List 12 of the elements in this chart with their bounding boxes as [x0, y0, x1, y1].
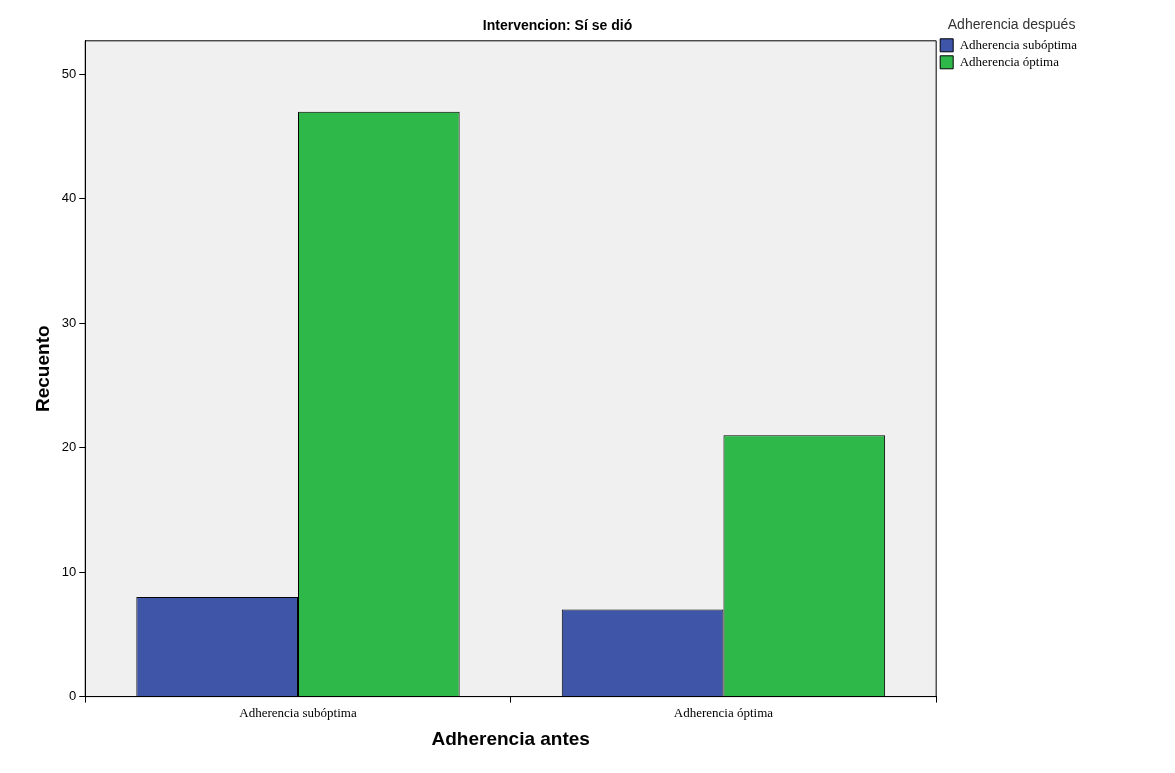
- y-tick-label: 20: [61, 439, 77, 455]
- legend-label: Adherencia subóptima: [959, 36, 1078, 52]
- x-axis-title: Adherencia antes: [431, 727, 590, 749]
- legend-title: Adherencia después: [947, 15, 1076, 32]
- chart-title: Intervencion: Sí se dió: [482, 17, 633, 34]
- y-tick-label: 30: [61, 314, 77, 330]
- y-tick-label: 50: [61, 65, 77, 81]
- y-tick-label: 40: [61, 190, 77, 206]
- legend-label: Adherencia óptima: [959, 53, 1060, 69]
- y-tick-label: 10: [61, 563, 77, 579]
- y-axis-title: Recuento: [31, 325, 53, 412]
- y-tick-label: 0: [69, 688, 77, 704]
